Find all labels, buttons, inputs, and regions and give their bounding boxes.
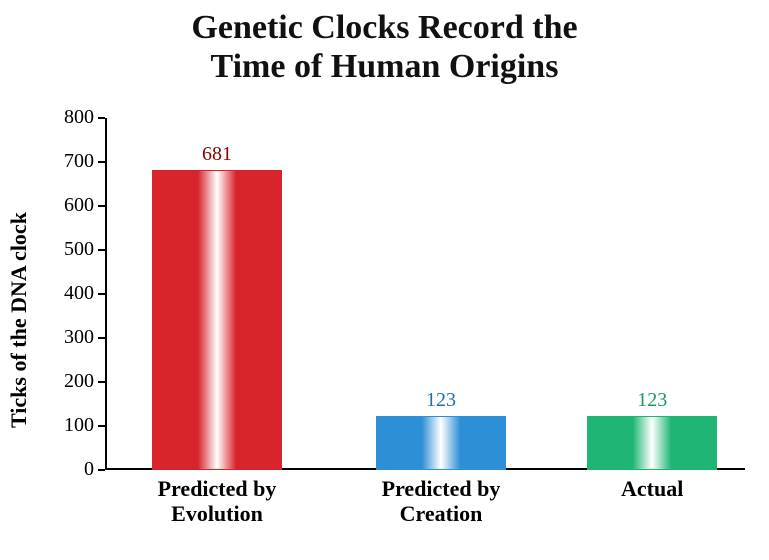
y-tick-mark bbox=[98, 161, 105, 163]
bar-value-label: 123 bbox=[587, 389, 717, 412]
chart-title-line: Time of Human Origins bbox=[0, 47, 769, 86]
chart-root: Genetic Clocks Record theTime of Human O… bbox=[0, 0, 769, 560]
x-category-line: Predicted by bbox=[117, 476, 317, 501]
chart-title-line: Genetic Clocks Record the bbox=[0, 8, 769, 47]
y-tick-mark bbox=[98, 205, 105, 207]
x-category-label: Actual bbox=[552, 476, 752, 501]
y-tick-mark bbox=[98, 117, 105, 119]
y-tick-label: 700 bbox=[50, 150, 94, 173]
x-category-line: Evolution bbox=[117, 501, 317, 526]
y-tick-label: 200 bbox=[50, 370, 94, 393]
x-category-line: Actual bbox=[552, 476, 752, 501]
bar bbox=[587, 416, 717, 470]
y-tick-mark bbox=[98, 293, 105, 295]
y-tick-label: 100 bbox=[50, 414, 94, 437]
y-tick-mark bbox=[98, 469, 105, 471]
y-tick-mark bbox=[98, 337, 105, 339]
y-tick-mark bbox=[98, 249, 105, 251]
bar-value-label: 681 bbox=[152, 143, 282, 166]
chart-title: Genetic Clocks Record theTime of Human O… bbox=[0, 8, 769, 86]
x-category-line: Predicted by bbox=[341, 476, 541, 501]
y-axis bbox=[105, 118, 107, 470]
y-tick-label: 800 bbox=[50, 106, 94, 129]
bar-value-label: 123 bbox=[376, 389, 506, 412]
bar bbox=[152, 170, 282, 470]
y-tick-mark bbox=[98, 381, 105, 383]
y-tick-label: 400 bbox=[50, 282, 94, 305]
y-tick-mark bbox=[98, 425, 105, 427]
x-category-line: Creation bbox=[341, 501, 541, 526]
y-tick-label: 600 bbox=[50, 194, 94, 217]
x-category-label: Predicted byCreation bbox=[341, 476, 541, 527]
y-tick-label: 0 bbox=[50, 458, 94, 481]
bar bbox=[376, 416, 506, 470]
y-axis-label: Ticks of the DNA clock bbox=[6, 212, 32, 428]
y-tick-label: 500 bbox=[50, 238, 94, 261]
x-category-label: Predicted byEvolution bbox=[117, 476, 317, 527]
plot-area: 0100200300400500600700800681Predicted by… bbox=[105, 118, 745, 470]
y-tick-label: 300 bbox=[50, 326, 94, 349]
